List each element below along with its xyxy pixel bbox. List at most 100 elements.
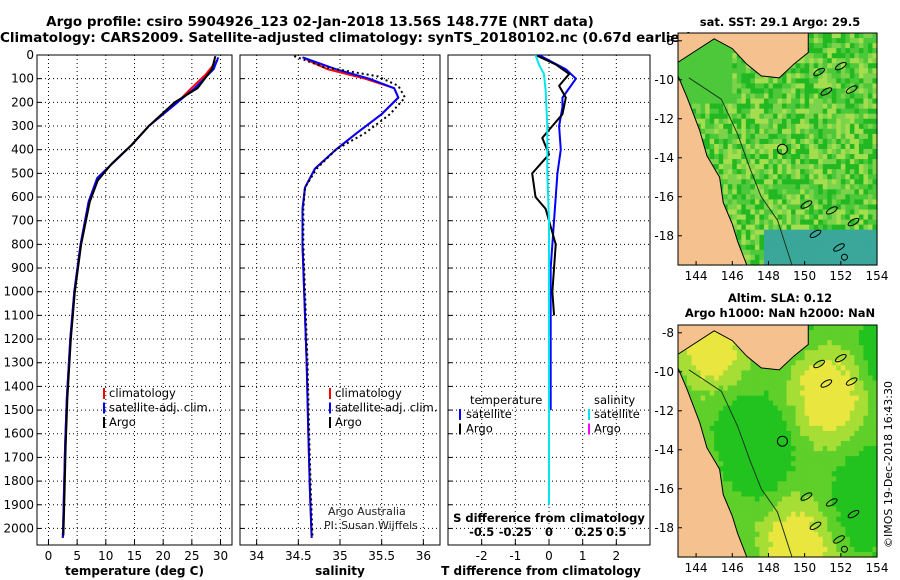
map-cell [786, 118, 792, 125]
map-cell [741, 501, 747, 508]
map-cell [840, 415, 846, 422]
map-cell [872, 73, 878, 79]
land-queensland [677, 75, 748, 266]
map-cell [804, 38, 810, 44]
map-cell [723, 516, 729, 523]
map-cell [867, 174, 874, 180]
map-cell [700, 476, 706, 482]
map-cell [723, 154, 729, 160]
map-cell [759, 204, 765, 211]
map-cell [791, 345, 797, 351]
map-cell [795, 164, 801, 170]
map-cell [705, 340, 711, 346]
map-cell [813, 330, 819, 336]
map-cell [845, 93, 851, 100]
map-cell [845, 541, 851, 548]
map-cell [768, 471, 774, 477]
map-cell [831, 456, 837, 462]
map-cell [687, 456, 693, 462]
map-cell [772, 380, 779, 387]
map-cell [705, 43, 711, 49]
map-cell [836, 546, 842, 553]
map-cell [678, 133, 684, 140]
map-cell [822, 330, 828, 336]
map-cell [813, 93, 819, 100]
map-cell [682, 501, 688, 508]
map-cell [791, 98, 797, 105]
map-cell [872, 516, 878, 523]
map-cell [696, 461, 702, 467]
map-cell [782, 516, 788, 523]
map-cell [845, 365, 851, 371]
map-cell [782, 335, 788, 341]
map-cell [718, 546, 724, 553]
map-cell [831, 113, 837, 120]
map-cell [736, 471, 742, 477]
map-cell [777, 541, 783, 548]
map-cell [718, 451, 724, 457]
map-cell [736, 229, 742, 236]
reef-outline [820, 87, 833, 96]
map-cell [791, 128, 797, 135]
map-cell [714, 244, 720, 251]
map-cell [714, 229, 720, 236]
map-cell [782, 425, 788, 432]
map-cell [687, 501, 693, 508]
map-cell [782, 526, 788, 533]
map-cell [836, 410, 842, 417]
map-cell [809, 58, 815, 64]
map-cell [705, 385, 711, 392]
map-cell [800, 68, 806, 74]
depth-tick-label: 1000 [3, 285, 34, 299]
map-cell [682, 83, 688, 90]
map-cell [768, 103, 774, 110]
map-cell [700, 154, 706, 160]
map-cell [827, 405, 833, 412]
map-cell [827, 435, 833, 442]
map-cell [872, 78, 878, 85]
map-cell [772, 441, 779, 447]
map-cell [754, 350, 761, 356]
map-cell [800, 476, 806, 482]
map-cell [858, 395, 865, 402]
depth-tick-label: 1200 [3, 332, 34, 346]
map-cell [714, 194, 720, 201]
map-cell [822, 345, 828, 351]
map-cell [777, 390, 783, 397]
map-cell [750, 68, 756, 74]
map-cell [777, 446, 783, 452]
map-cell [782, 164, 788, 170]
map-cell [813, 179, 819, 185]
map-cell [854, 73, 860, 79]
map-cell [723, 58, 729, 64]
map-cell [750, 113, 756, 120]
depth-tick-label: 700 [11, 214, 34, 228]
map-cell [791, 536, 797, 543]
map-cell [678, 164, 684, 170]
map-cell [858, 435, 865, 442]
map-cell [732, 143, 738, 150]
x-tick-label: 5 [73, 549, 81, 563]
map-cell [732, 531, 738, 538]
map-cell [840, 420, 846, 427]
depth-tick-label: 1700 [3, 450, 34, 464]
map-cell [723, 108, 729, 115]
map-cell [696, 174, 702, 180]
map-cell [768, 551, 774, 558]
map-cell [741, 199, 747, 206]
map-cell [678, 103, 684, 110]
map-cell [714, 169, 720, 175]
map-cell [705, 506, 711, 513]
map-cell [813, 43, 819, 49]
map-cell [700, 425, 706, 432]
map-cell [691, 199, 697, 206]
map-cell [754, 375, 761, 382]
map-cell [849, 476, 855, 482]
map-cell [795, 194, 801, 201]
map-cell [718, 486, 724, 493]
map-cell [754, 249, 761, 256]
map-cell [696, 53, 702, 59]
map-cell [678, 476, 684, 482]
map-cell [867, 239, 874, 246]
map-cell [777, 154, 783, 160]
